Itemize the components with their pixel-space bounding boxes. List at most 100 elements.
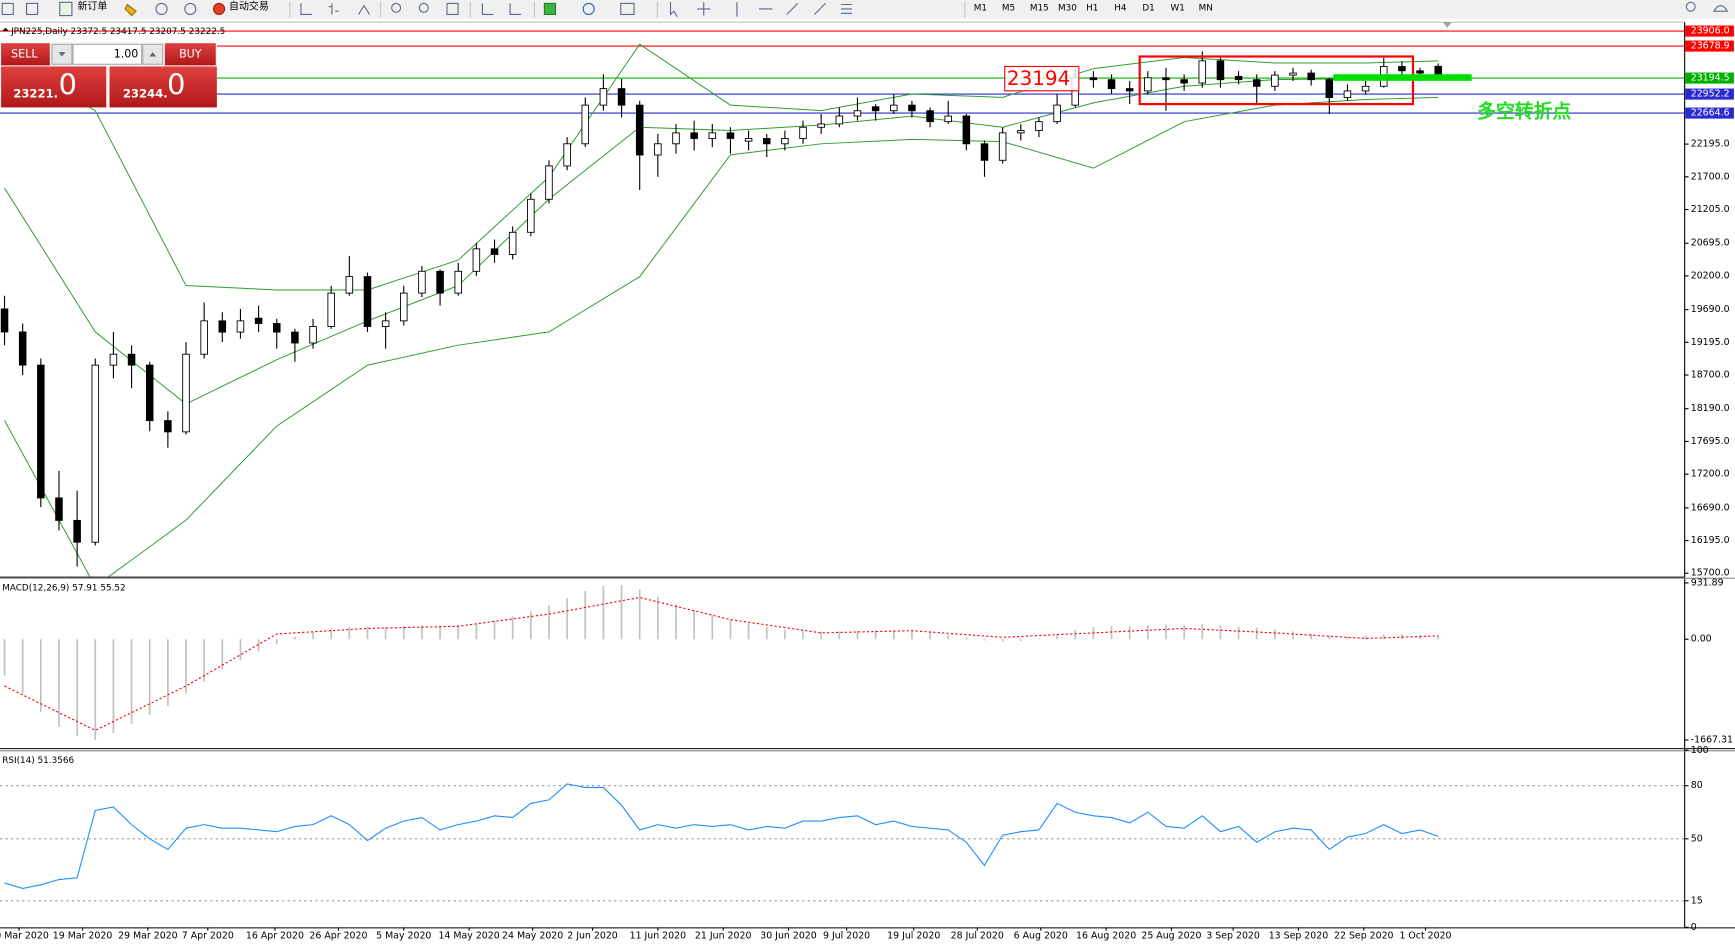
candle-body — [1307, 72, 1315, 81]
candle-body — [200, 320, 208, 355]
sell-label[interactable]: SELL — [11, 47, 38, 60]
auto-trading-icon[interactable] — [213, 2, 226, 16]
x-tick-label: 16 Apr 2020 — [246, 931, 304, 942]
candle-body — [962, 115, 971, 145]
timeframe-button[interactable]: W1 — [1170, 3, 1184, 13]
timeframe-button[interactable]: M15 — [1030, 3, 1049, 13]
new-order-button[interactable]: 新订单 — [77, 0, 107, 13]
timeframe-button[interactable]: H1 — [1086, 3, 1098, 13]
auto-trading-button[interactable]: 自动交易 — [229, 0, 269, 13]
icon[interactable] — [481, 3, 522, 16]
x-tick-label: 22 Sep 2020 — [1334, 931, 1394, 942]
candle-body — [1162, 77, 1170, 81]
macd-name: MACD(12,26,9) — [2, 583, 69, 593]
rsi-header: RSI(14) 51.3566 — [2, 756, 74, 766]
y-tick-label: 0 — [1691, 922, 1697, 933]
timeframe-button[interactable]: M30 — [1058, 3, 1077, 13]
x-tick-label: 5 May 2020 — [376, 931, 431, 942]
candle-body — [1035, 121, 1043, 132]
chart-header: JPN225,Daily 23372.5 23417.5 23207.5 232… — [10, 27, 225, 37]
y-tick-label: 22195.0 — [1691, 139, 1730, 150]
icon[interactable] — [543, 2, 557, 16]
buy-price-big[interactable]: 0 — [167, 67, 185, 101]
x-tick-label: 29 Mar 2020 — [118, 931, 178, 942]
icon[interactable] — [300, 3, 371, 16]
sell-price-box[interactable] — [1, 66, 107, 108]
candle-body — [1361, 85, 1370, 92]
band-lower — [4, 96, 1439, 577]
x-tick-label: 24 May 2020 — [502, 931, 563, 942]
candle-body — [871, 106, 880, 112]
level-label: 23678.9 — [1691, 41, 1730, 52]
candle-body — [291, 331, 299, 344]
candle-body — [91, 364, 100, 543]
volume-input[interactable] — [72, 43, 143, 65]
buy-label[interactable]: BUY — [179, 47, 202, 60]
new-order-icon[interactable] — [59, 1, 73, 17]
sell-price-big[interactable]: 0 — [59, 67, 77, 101]
candle-body — [164, 420, 172, 433]
candle-body — [1125, 88, 1134, 92]
icon[interactable] — [124, 3, 137, 17]
x-tick-label: 10 Mar 2020 — [0, 931, 49, 942]
buy-price[interactable]: 23244. — [123, 87, 168, 101]
symbol: JPN225,Daily — [10, 27, 68, 37]
sell-price[interactable]: 23221. — [13, 87, 58, 101]
icon[interactable] — [155, 2, 168, 16]
candle-body — [599, 88, 608, 106]
y-tick-label: 21700.0 — [1691, 171, 1730, 182]
annotation-price: 23194 — [1007, 67, 1070, 90]
icon[interactable] — [620, 2, 635, 16]
level-label-bg — [1685, 107, 1734, 119]
search-icon[interactable] — [1685, 1, 1696, 12]
candle-body — [400, 292, 408, 322]
icon[interactable] — [391, 2, 402, 13]
candle-body — [1180, 79, 1188, 84]
buy-price-box[interactable] — [109, 66, 217, 108]
timeframe-button[interactable]: H4 — [1114, 3, 1127, 13]
community-icon[interactable] — [1712, 5, 1729, 12]
candle-body — [381, 320, 390, 327]
toolbar — [0, 0, 1735, 19]
macd-main: 57.91 — [72, 583, 97, 593]
annotation-box — [1004, 65, 1080, 92]
timeframe-button[interactable]: D1 — [1142, 3, 1154, 13]
sell-button[interactable] — [1, 43, 50, 66]
candle-body — [418, 270, 426, 294]
y-tick-label: 931.89 — [1691, 577, 1724, 588]
candle-body — [926, 110, 934, 123]
y-tick-label: 0.00 — [1691, 634, 1712, 645]
candle-body — [182, 353, 190, 433]
icon[interactable] — [26, 2, 39, 16]
icon[interactable] — [446, 2, 459, 16]
open: 23372.5 — [71, 27, 108, 37]
timeframe-button[interactable]: MN — [1199, 3, 1213, 13]
level-label-bg — [1685, 72, 1734, 84]
candle-body — [853, 110, 862, 117]
icon[interactable] — [582, 2, 595, 16]
x-tick-label: 28 Jul 2020 — [951, 931, 1004, 942]
candle-body — [1289, 72, 1297, 76]
x-tick-label: 1 Oct 2020 — [1399, 931, 1451, 942]
trade-panel: SELL 1.00 BUY 23221. 0 23244. 0 — [0, 42, 217, 108]
macd-signal: 55.52 — [100, 583, 125, 593]
candle-body — [617, 88, 626, 106]
candle-body — [1416, 70, 1424, 74]
candle-body — [1144, 77, 1152, 92]
timeframe-button[interactable]: M1 — [974, 3, 987, 13]
timeframe-button[interactable]: M5 — [1002, 3, 1015, 13]
x-tick-label: 21 Jun 2020 — [695, 931, 752, 942]
main-plot — [0, 30, 1685, 577]
icon[interactable] — [184, 2, 197, 16]
icon[interactable] — [418, 2, 429, 13]
x-tick-label: 9 Jul 2020 — [823, 931, 870, 942]
buy-button[interactable] — [164, 43, 216, 66]
icon[interactable] — [669, 2, 853, 17]
candle-body — [726, 132, 735, 139]
candle-body — [1325, 79, 1334, 98]
x-tick-label: 25 Aug 2020 — [1141, 931, 1201, 942]
volume-value[interactable]: 1.00 — [114, 47, 139, 60]
y-tick-label: 20200.0 — [1691, 270, 1730, 281]
